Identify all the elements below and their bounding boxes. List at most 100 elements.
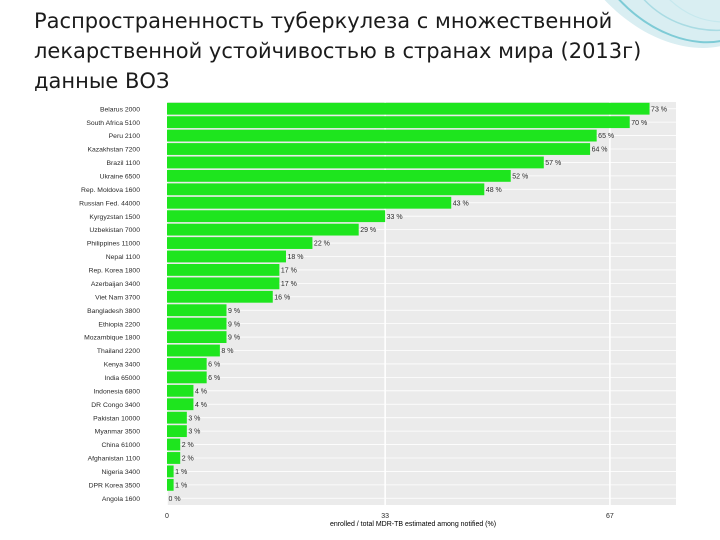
bar xyxy=(167,143,591,155)
bar xyxy=(167,371,207,384)
bar xyxy=(167,425,187,438)
bar xyxy=(167,384,194,397)
category-label: Kenya 3400 xyxy=(104,362,141,369)
category-label: Belarus 2000 xyxy=(100,106,140,113)
bar-value-label: 64 % xyxy=(592,147,608,154)
category-label: Myanmar 3500 xyxy=(95,429,141,436)
category-label: DR Congo 3400 xyxy=(91,402,140,409)
bar xyxy=(167,358,207,370)
category-label: Brazil 1100 xyxy=(107,160,141,167)
bar-value-label: 17 % xyxy=(281,268,297,275)
category-label: Kazakhstan 7200 xyxy=(87,147,140,154)
bar-value-label: 2 % xyxy=(182,456,194,463)
bar xyxy=(167,304,227,317)
category-label: Peru 2100 xyxy=(109,133,141,140)
bar xyxy=(167,438,181,451)
category-label: DPR Korea 3500 xyxy=(89,482,141,489)
category-label: India 65000 xyxy=(104,375,140,382)
x-tick-label: 67 xyxy=(606,513,614,520)
bar xyxy=(167,116,630,129)
bar-value-label: 9 % xyxy=(228,335,240,342)
bar xyxy=(167,264,280,276)
category-label: Bangladesh 3800 xyxy=(87,308,140,315)
bar xyxy=(167,317,227,330)
bar-value-label: 29 % xyxy=(360,227,376,234)
bar xyxy=(167,478,174,491)
category-label: Russian Fed. 44000 xyxy=(79,200,140,207)
bar xyxy=(167,129,597,142)
category-label: Mozambique 1800 xyxy=(84,335,140,342)
bar-value-label: 57 % xyxy=(545,160,561,167)
bar xyxy=(167,237,313,249)
category-label: China 61000 xyxy=(101,442,140,449)
category-label: Angola 1600 xyxy=(102,496,140,503)
bar xyxy=(167,223,359,236)
bar-value-label: 33 % xyxy=(387,214,403,221)
bar-value-label: 65 % xyxy=(598,133,614,140)
bar xyxy=(167,290,273,303)
bar-value-label: 6 % xyxy=(208,362,220,369)
bar-value-label: 8 % xyxy=(221,348,233,355)
bar-value-label: 4 % xyxy=(195,388,207,395)
category-label: Indonesia 6800 xyxy=(94,388,141,395)
bar xyxy=(167,398,194,411)
category-label: Rep. Korea 1800 xyxy=(89,268,141,275)
bar-value-label: 1 % xyxy=(175,469,187,476)
bar xyxy=(167,156,544,169)
bar xyxy=(167,102,650,115)
bar-value-label: 18 % xyxy=(287,254,303,261)
bar xyxy=(167,183,485,196)
bar-value-label: 2 % xyxy=(182,442,194,449)
bar-value-label: 3 % xyxy=(188,429,200,436)
bar xyxy=(167,210,386,223)
x-axis-title: enrolled / total MDR-TB estimated among … xyxy=(330,521,496,528)
category-label: Viet Nam 3700 xyxy=(95,294,140,301)
category-label: Pakistan 10000 xyxy=(93,415,140,422)
category-label: Rep. Moldova 1600 xyxy=(81,187,140,194)
x-tick-label: 33 xyxy=(381,513,389,520)
bar xyxy=(167,465,174,478)
corner-swoosh-line xyxy=(618,0,720,44)
bar-value-label: 9 % xyxy=(228,308,240,315)
category-label: Philippines 11000 xyxy=(87,241,140,248)
bar-value-label: 17 % xyxy=(281,281,297,288)
category-label: Ethiopia 2200 xyxy=(98,321,140,328)
bar-value-label: 48 % xyxy=(486,187,502,194)
bar-value-label: 0 % xyxy=(169,496,181,503)
category-label: Kyrgyzstan 1500 xyxy=(89,214,140,221)
category-label: Afghanistan 1100 xyxy=(88,456,141,463)
bar-value-label: 3 % xyxy=(188,415,200,422)
bar xyxy=(167,250,286,263)
category-label: Nigeria 3400 xyxy=(101,469,140,476)
category-label: Ukraine 6500 xyxy=(100,173,141,180)
bar-value-label: 70 % xyxy=(631,120,647,127)
bar-value-label: 22 % xyxy=(314,241,330,248)
bar-value-label: 4 % xyxy=(195,402,207,409)
bar xyxy=(167,411,187,424)
category-label: Azerbaijan 3400 xyxy=(91,281,140,288)
x-tick-label: 0 xyxy=(165,513,169,520)
bar xyxy=(167,196,452,209)
bar xyxy=(167,277,280,290)
category-label: Uzbekistan 7000 xyxy=(89,227,140,234)
category-label: South Africa 5100 xyxy=(86,120,140,127)
plot-area: 73 % Belarus 2000 70 % South Africa 5100 65 … xyxy=(79,102,676,520)
bar xyxy=(167,344,220,357)
bar xyxy=(167,169,511,182)
slide-title: Распространенность туберкулеза с множест… xyxy=(34,9,642,93)
corner-swoosh-line xyxy=(669,0,720,23)
bar xyxy=(167,452,181,464)
category-label: Nepal 1100 xyxy=(106,254,140,261)
bar-value-label: 6 % xyxy=(208,375,220,382)
bar-value-label: 16 % xyxy=(274,294,290,301)
bar-value-label: 1 % xyxy=(175,482,187,489)
bar-value-label: 73 % xyxy=(651,106,667,113)
plot-panel xyxy=(167,102,676,505)
bar xyxy=(167,331,227,343)
bar-value-label: 52 % xyxy=(512,173,528,180)
category-label: Thailand 2200 xyxy=(97,348,140,355)
bar-value-label: 9 % xyxy=(228,321,240,328)
bar-value-label: 43 % xyxy=(453,200,469,207)
